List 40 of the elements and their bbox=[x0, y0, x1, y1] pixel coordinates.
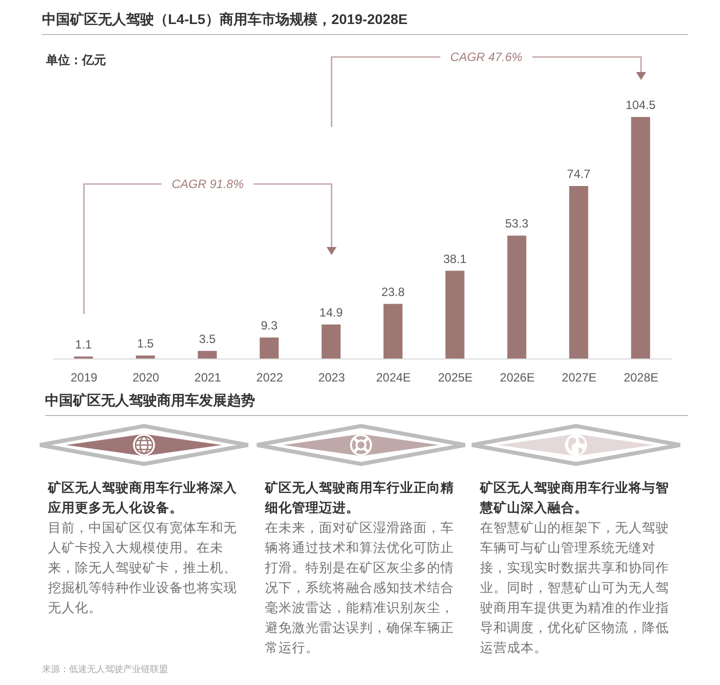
bar bbox=[631, 117, 650, 359]
bar bbox=[322, 324, 341, 359]
x-tick-label: 2026E bbox=[500, 370, 535, 385]
text: CAGR 47.6% bbox=[450, 50, 523, 64]
source-note: 来源：低速无人驾驶产业链联盟 bbox=[42, 663, 168, 676]
text: 中国矿区无人驾驶商用车发展趋势 bbox=[45, 392, 255, 408]
data-label: 14.9 bbox=[319, 305, 344, 320]
text: 目前，中国矿区仅有宽体车和无人矿卡投入大规模使用。在未来，除无人驾驶矿卡，推土机、挖掘机等特种作业设备也将实现无人化。 bbox=[48, 519, 238, 617]
data-label: 3.5 bbox=[198, 332, 216, 346]
bar bbox=[445, 270, 464, 359]
x-tick-label: 2021 bbox=[194, 370, 222, 385]
bar bbox=[260, 337, 279, 359]
text: 矿区无人驾驶商用车行业将与智慧矿山深入融合。 bbox=[480, 479, 670, 517]
y-axis-title: 单位：亿元 bbox=[46, 52, 106, 69]
data-label: 104.5 bbox=[626, 98, 656, 112]
data-label: 38.1 bbox=[443, 252, 467, 266]
text: 矿区无人驾驶商用车行业将深入应用更多无人化设备。 bbox=[48, 479, 238, 517]
x-tick-label: 2022 bbox=[256, 370, 284, 385]
data-label: 1.5 bbox=[137, 336, 154, 351]
chart-title: 中国矿区无人驾驶（L4-L5）商用车市场规模，2019-2028E bbox=[42, 11, 408, 27]
x-tick-label: 2019 bbox=[70, 370, 98, 385]
data-label: 53.3 bbox=[505, 216, 529, 231]
bar bbox=[384, 304, 402, 359]
bar bbox=[507, 236, 526, 359]
text: 矿区无人驾驶商用车行业正向精细化管理迈进。 bbox=[265, 479, 455, 517]
x-tick-label: 2024E bbox=[376, 370, 411, 385]
x-tick-label: 2027E bbox=[562, 370, 596, 385]
x-tick-label: 2025E bbox=[438, 370, 473, 385]
text: 在未来，面对矿区湿滑路面，车辆将通过技术和算法优化可防止打滑。特别是在矿区灰尘多的情况下，系统将融合感知技术结合毫米波雷达，能精准识别灰尘，避免激光雷达误判，确保车辆正常运行。 bbox=[265, 519, 455, 657]
x-tick-label: 2028E bbox=[624, 370, 658, 385]
data-label: 9.3 bbox=[260, 318, 278, 332]
data-label: 1.1 bbox=[75, 337, 92, 352]
text: 在智慧矿山的框架下，无人驾驶车辆可与矿山管理系统无缝对接，实现实时数据共享和协同作业。同时，智慧矿山可为无人驾驶商用车提供更为精准的作业指导和调度，优化矿区物流，降低运营成本。 bbox=[480, 519, 670, 657]
annotation: CAGR 91.8% bbox=[172, 177, 244, 191]
x-tick-label: 2020 bbox=[132, 370, 160, 385]
bar bbox=[569, 186, 588, 359]
data-label: 23.8 bbox=[381, 284, 405, 299]
data-label: 74.7 bbox=[567, 167, 591, 182]
x-tick-label: 2023 bbox=[318, 370, 346, 385]
bar bbox=[198, 350, 217, 359]
